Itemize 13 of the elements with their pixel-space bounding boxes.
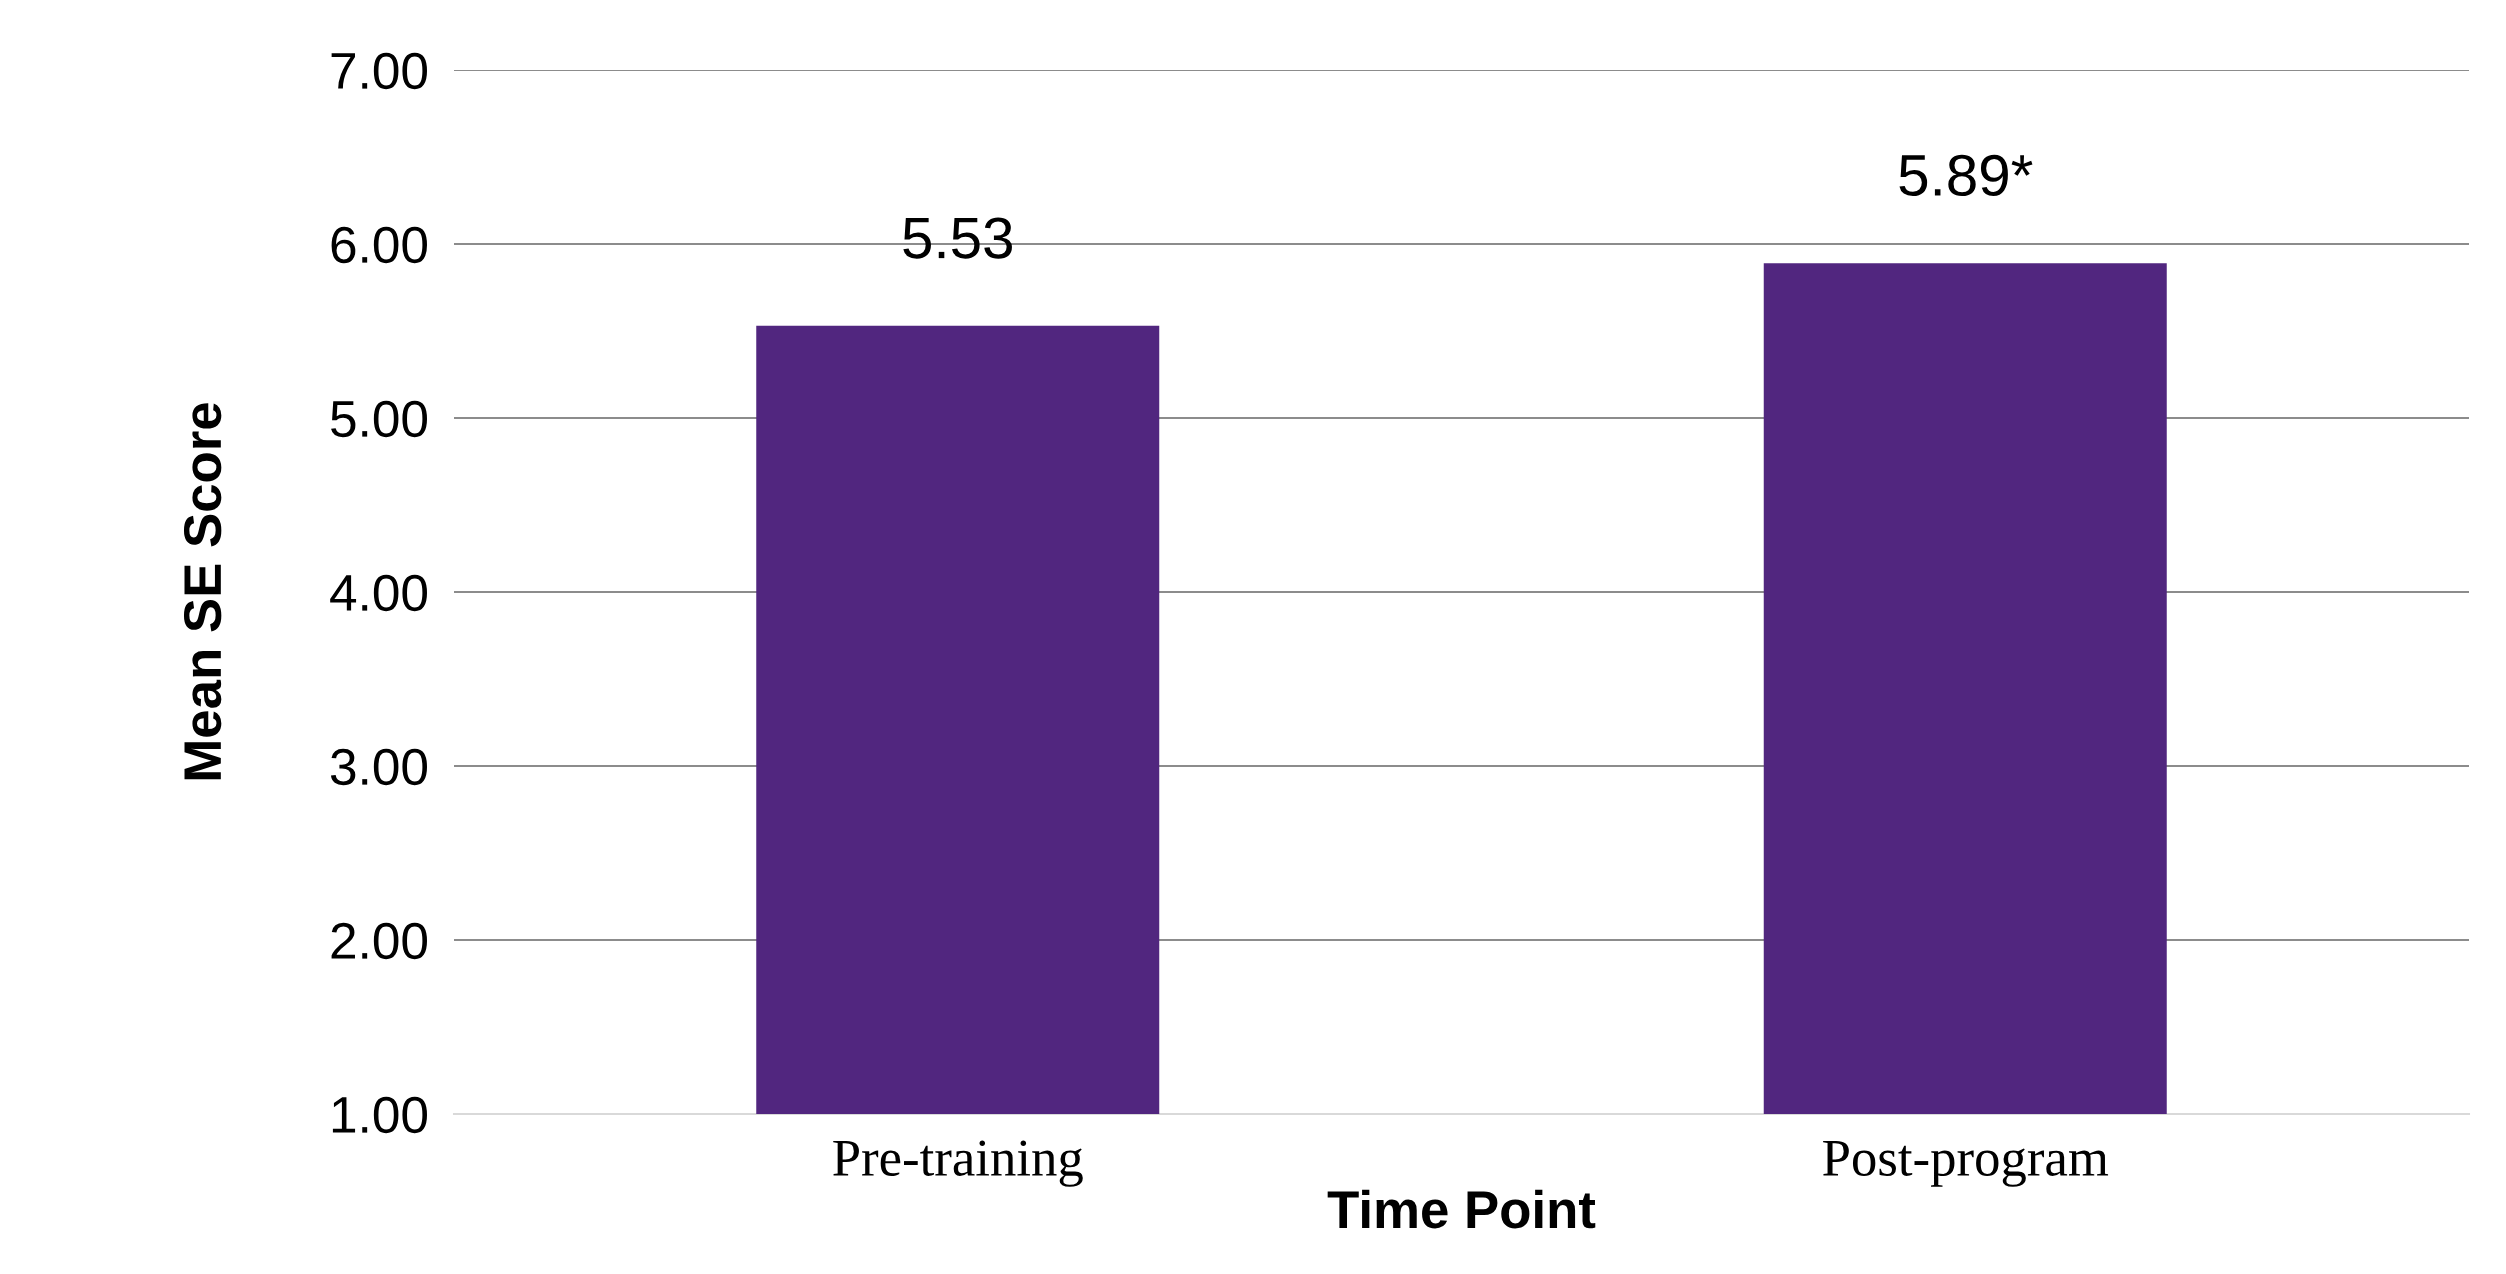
y-tick-label: 4.00 bbox=[330, 574, 427, 612]
y-tick-label: 5.00 bbox=[331, 400, 427, 438]
y-tick-label: 2.00 bbox=[331, 922, 427, 960]
x-tick-label: Pre-training bbox=[833, 1140, 1083, 1187]
y-tick-label: 3.00 bbox=[330, 748, 427, 786]
y-tick-label: 7.00 bbox=[331, 52, 427, 90]
y-tick-label: 1.00 bbox=[332, 1096, 427, 1134]
x-axis-title: Time Point bbox=[1327, 1189, 1596, 1229]
y-tick-label: 6.00 bbox=[331, 226, 427, 264]
data-label: 5.53 bbox=[903, 217, 1012, 259]
x-tick-label: Post-program bbox=[1823, 1140, 2109, 1187]
data-label: 5.89* bbox=[1899, 154, 2033, 197]
y-axis-title: Mean SE Score bbox=[183, 403, 222, 780]
